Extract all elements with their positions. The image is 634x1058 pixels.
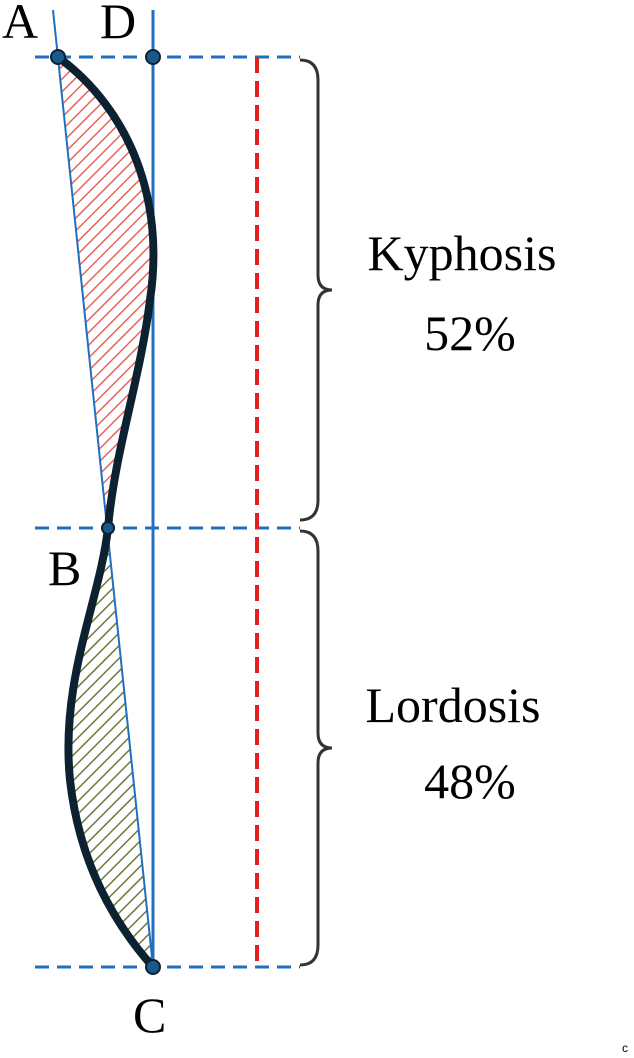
section-share: 52% bbox=[424, 305, 516, 361]
label-b: B bbox=[48, 540, 81, 596]
corner-mark: c bbox=[622, 1041, 628, 1055]
dot-b bbox=[101, 521, 115, 535]
section-name: Kyphosis bbox=[368, 225, 557, 281]
label-a: A bbox=[2, 0, 38, 49]
point-dots bbox=[50, 49, 161, 975]
brace-bottom bbox=[299, 529, 333, 967]
section-share: 48% bbox=[424, 753, 516, 809]
brace-top bbox=[299, 58, 333, 522]
kyphosis-area bbox=[58, 57, 154, 528]
dot-a bbox=[50, 49, 66, 65]
dot-d bbox=[145, 49, 161, 65]
section-name: Lordosis bbox=[366, 677, 541, 733]
ac-line bbox=[52, 9, 154, 968]
label-c: C bbox=[133, 987, 166, 1043]
dot-c bbox=[145, 959, 161, 975]
label-d: D bbox=[100, 0, 136, 49]
